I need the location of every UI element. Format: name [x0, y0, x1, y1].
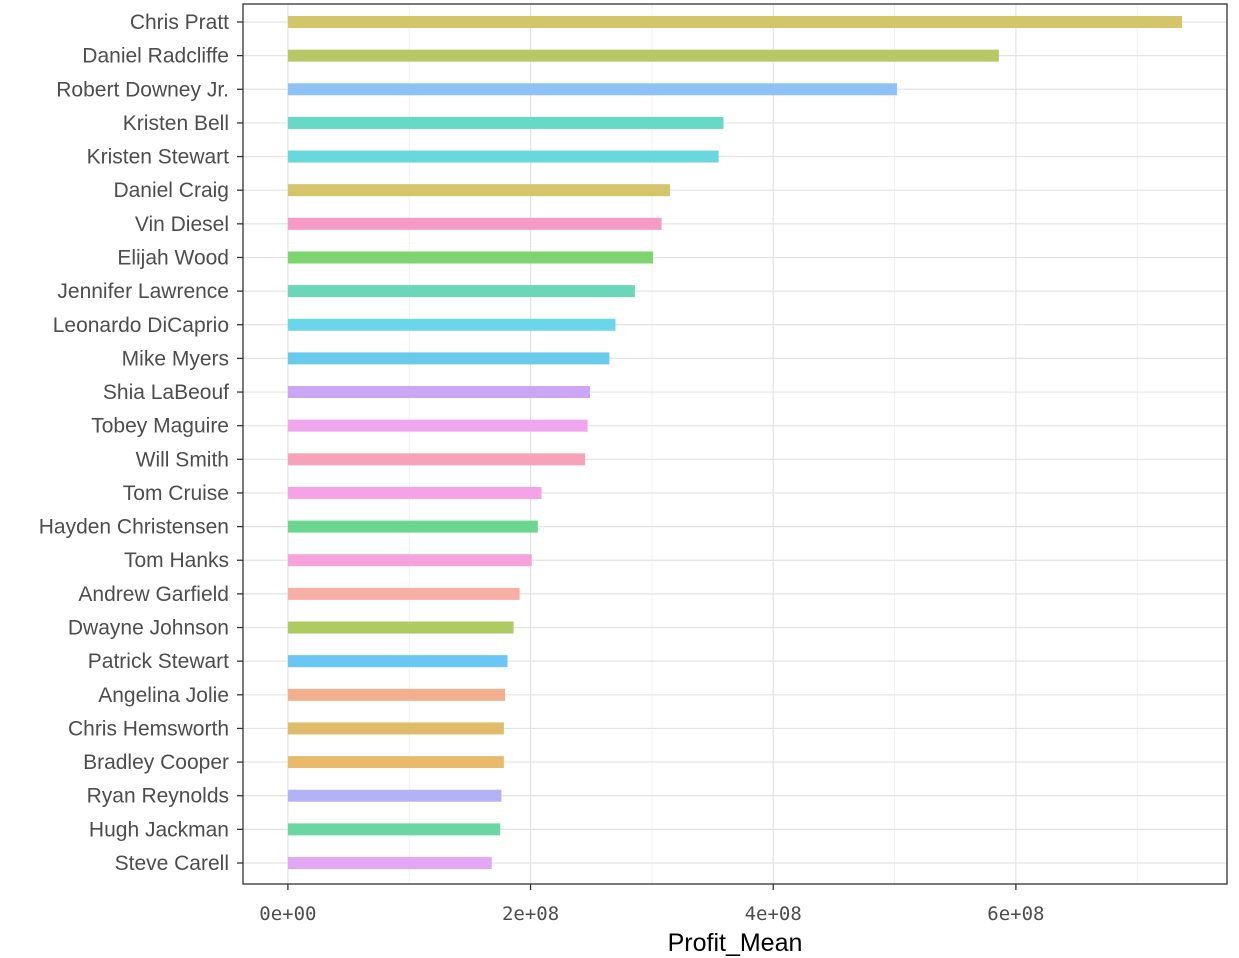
y-tick-label: Kristen Stewart [87, 146, 230, 169]
y-tick-label: Vin Diesel [135, 213, 229, 236]
bar [287, 520, 538, 533]
bar [287, 789, 502, 802]
y-tick-label: Angelina Jolie [98, 684, 229, 707]
bar [287, 386, 591, 399]
y-tick-label: Andrew Garfield [78, 583, 229, 606]
y-tick-label: Elijah Wood [117, 246, 229, 269]
y-tick-label: Chris Pratt [130, 11, 229, 34]
bar [287, 318, 616, 331]
x-tick-label: 6e+08 [987, 903, 1044, 925]
y-tick-label: Tom Hanks [124, 549, 229, 572]
bar [287, 722, 504, 735]
y-tick-label: Chris Hemsworth [68, 717, 229, 740]
bar [287, 251, 654, 264]
y-tick-label: Shia LaBeouf [103, 381, 229, 404]
bar [287, 756, 504, 769]
bar [287, 285, 635, 298]
bar [287, 587, 520, 600]
y-tick-label: Steve Carell [115, 852, 229, 875]
y-tick-label: Mike Myers [122, 347, 229, 370]
y-tick-label: Bradley Cooper [83, 751, 229, 774]
bar [287, 16, 1183, 28]
y-tick-label: Dwayne Johnson [68, 617, 229, 640]
bar [287, 486, 542, 499]
panel-border [242, 3, 1228, 885]
x-tick-label: 2e+08 [502, 903, 559, 925]
bar [287, 823, 501, 836]
bar [287, 419, 588, 432]
x-axis: 0e+00 2e+08 4e+08 6e+08 [259, 884, 1044, 925]
y-tick-label: Tobey Maguire [91, 415, 229, 438]
y-tick-label: Leonardo DiCaprio [53, 314, 229, 337]
y-tick-label: Kristen Bell [123, 112, 229, 135]
bar [287, 857, 492, 869]
y-tick-label: Tom Cruise [123, 482, 229, 505]
y-tick-label: Daniel Radcliffe [82, 45, 229, 68]
bar [287, 688, 506, 701]
y-tick-label: Ryan Reynolds [87, 785, 229, 808]
bars [287, 16, 1183, 869]
y-tick-label: Daniel Craig [113, 179, 229, 202]
y-axis: Chris Pratt Daniel Radcliffe Robert Downey… [39, 11, 243, 875]
bar [287, 217, 662, 230]
y-tick-label: Robert Downey Jr. [56, 78, 229, 101]
x-axis-title: Profit_Mean [668, 929, 803, 957]
x-tick-label: 0e+00 [259, 903, 316, 925]
x-tick-label: 4e+08 [745, 903, 802, 925]
panel-background [243, 4, 1227, 884]
bar [287, 49, 999, 62]
bar [287, 83, 897, 96]
y-tick-label: Patrick Stewart [88, 650, 229, 673]
bar [287, 116, 724, 129]
bar [287, 621, 514, 634]
bar [287, 655, 508, 668]
bar [287, 554, 532, 567]
y-tick-label: Will Smith [136, 448, 229, 471]
bar [287, 184, 671, 197]
y-tick-label: Hayden Christensen [39, 516, 229, 539]
bar [287, 352, 610, 365]
bar [287, 150, 719, 163]
y-tick-label: Hugh Jackman [89, 818, 229, 841]
y-tick-label: Jennifer Lawrence [57, 280, 229, 303]
bar [287, 453, 586, 466]
